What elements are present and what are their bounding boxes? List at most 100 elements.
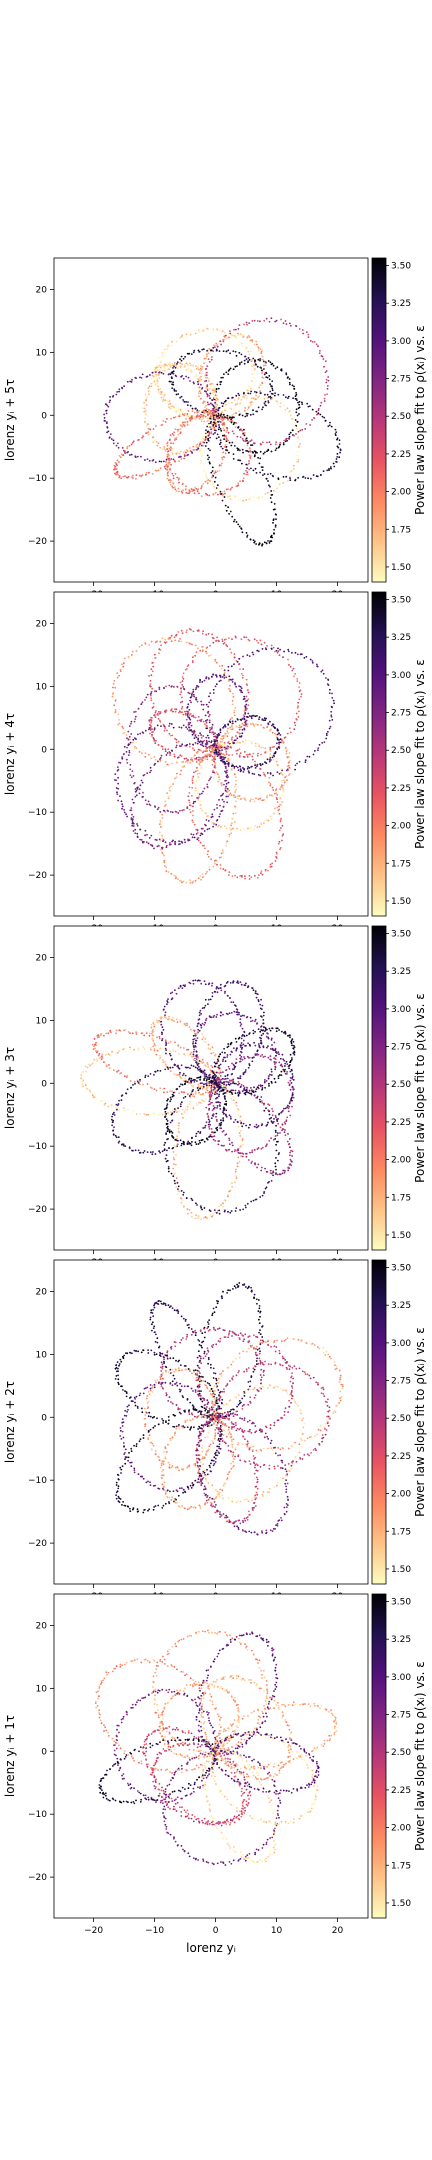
scatter-point — [238, 525, 241, 528]
scatter-point — [229, 495, 231, 498]
scatter-point — [255, 797, 258, 799]
scatter-point — [213, 385, 216, 388]
scatter-point — [265, 542, 268, 544]
scatter-point — [245, 695, 248, 698]
scatter-point — [271, 756, 274, 759]
scatter-point — [248, 358, 251, 361]
scatter-point — [188, 745, 191, 748]
scatter-point — [281, 738, 284, 741]
scatter-point — [157, 718, 160, 720]
scatter-point — [210, 1052, 213, 1055]
scatter-point — [212, 1051, 215, 1054]
scatter-point — [260, 872, 262, 875]
scatter-point — [169, 478, 171, 481]
scatter-point — [199, 1082, 202, 1085]
scatter-point — [263, 319, 266, 322]
scatter-point — [258, 825, 261, 828]
scatter-point — [231, 430, 234, 433]
scatter-point — [285, 323, 288, 325]
scatter-point — [160, 1020, 163, 1023]
scatter-point — [157, 392, 160, 394]
scatter-point — [197, 1022, 200, 1025]
scatter-point — [268, 542, 271, 544]
scatter-point — [134, 718, 137, 720]
scatter-point — [191, 715, 193, 718]
scatter-point — [183, 414, 185, 417]
scatter-point — [188, 743, 191, 745]
scatter-point — [157, 356, 160, 359]
scatter-point — [311, 341, 314, 343]
scatter-point — [323, 365, 325, 368]
scatter-point — [237, 328, 240, 330]
scatter-point — [221, 491, 224, 493]
scatter-point — [149, 1032, 151, 1035]
scatter-point — [298, 328, 301, 330]
scatter-point — [328, 424, 331, 427]
scatter-point — [186, 1024, 189, 1027]
scatter-point — [152, 1040, 155, 1042]
scatter-point — [216, 383, 219, 386]
scatter-point — [192, 351, 195, 354]
scatter-point — [219, 1067, 222, 1070]
scatter-point — [194, 979, 197, 982]
scatter-point — [195, 375, 198, 377]
scatter-point — [179, 1046, 182, 1049]
scatter-point — [200, 734, 203, 736]
scatter-point — [207, 352, 210, 355]
scatter-point — [169, 754, 172, 757]
scatter-point — [240, 1042, 243, 1044]
scatter-point — [239, 752, 242, 755]
scatter-point — [213, 421, 215, 424]
scatter-point — [118, 1050, 120, 1052]
scatter-point — [245, 678, 248, 681]
scatter-point — [175, 741, 178, 744]
scatter-point — [118, 475, 121, 477]
scatter-point — [168, 439, 171, 441]
scatter-point — [160, 1023, 163, 1026]
scatter-point — [327, 376, 330, 378]
scatter-point — [213, 751, 216, 754]
scatter-point — [115, 444, 118, 447]
scatter-point — [194, 770, 197, 773]
scatter-point — [250, 359, 253, 362]
scatter-point — [264, 647, 267, 649]
scatter-point — [180, 726, 183, 729]
scatter-point — [227, 665, 230, 668]
scatter-point — [213, 761, 216, 764]
scatter-point — [231, 754, 234, 756]
scatter-point — [283, 439, 286, 442]
scatter-point — [238, 754, 241, 757]
scatter-point — [204, 723, 206, 726]
scatter-point — [230, 769, 233, 771]
scatter-point — [109, 396, 111, 398]
scatter-point — [187, 715, 189, 718]
scatter-point — [296, 707, 299, 709]
scatter-point — [194, 415, 196, 418]
scatter-point — [119, 762, 122, 764]
scatter-point — [216, 1092, 219, 1095]
scatter-point — [148, 675, 150, 677]
scatter-point — [187, 664, 190, 666]
scatter-point — [109, 1054, 111, 1056]
scatter-point — [240, 638, 243, 641]
scatter-point — [207, 403, 210, 406]
scatter-point — [266, 491, 269, 494]
scatter-point — [161, 424, 164, 426]
scatter-point — [196, 828, 199, 831]
scatter-point — [156, 724, 159, 727]
scatter-point — [312, 417, 315, 419]
scatter-point — [210, 420, 212, 423]
scatter-point — [205, 429, 207, 432]
scatter-point — [270, 494, 273, 496]
scatter-point — [197, 366, 199, 369]
scatter-point — [236, 1011, 239, 1014]
scatter-point — [181, 841, 184, 844]
scatter-point — [196, 773, 199, 775]
scatter-point — [192, 445, 195, 448]
scatter-point — [255, 543, 257, 545]
scatter-point — [187, 492, 189, 495]
scatter-point — [110, 1103, 113, 1106]
scatter-point — [215, 639, 218, 642]
scatter-point — [175, 390, 178, 392]
scatter-point — [289, 383, 291, 386]
